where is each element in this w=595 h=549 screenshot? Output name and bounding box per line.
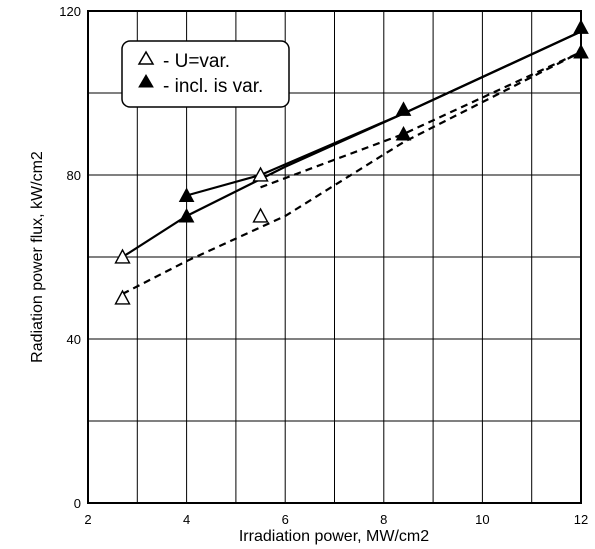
filled-triangle-marker [178,187,195,202]
x-tick-label: 12 [574,512,588,527]
filled-triangle-marker [178,207,195,223]
x-tick-label: 8 [380,512,387,527]
open-triangle-marker [114,289,131,305]
legend-label-u-var: - U=var. [163,51,230,72]
y-tick-label: 40 [67,332,81,347]
x-tick-label: 10 [475,512,489,527]
filled-triangle-marker [395,125,412,141]
filled-triangle-marker [573,43,589,59]
series-1-dashed-line [260,51,582,189]
legend-open-triangle-icon [137,50,155,65]
series-markers [114,19,589,305]
grid [88,11,581,503]
legend-label-incl-var: - incl. is var. [163,76,263,97]
legend: - U=var. - incl. is var. [121,40,290,108]
plot-frame [87,10,582,504]
x-tick-label: 6 [282,512,289,527]
y-axis-title: Radiation power flux, kW/cm2 [29,151,46,363]
open-triangle-marker [252,166,269,182]
legend-filled-triangle-icon [138,74,154,88]
filled-triangle-marker [573,19,589,34]
x-axis-title: Irradiation power, MW/cm2 [239,528,429,545]
series-1-solid-line [186,30,582,197]
y-tick-label: 80 [67,168,81,183]
filled-triangle-marker [395,101,412,116]
legend-box [121,40,290,108]
open-triangle-marker [114,248,131,264]
y-tick-label: 0 [74,496,81,511]
open-triangle-marker [252,207,269,223]
x-tick-label: 4 [183,512,190,527]
series-0-dashed-line [122,51,582,295]
y-tick-label: 120 [59,4,81,19]
series-lines [121,30,582,295]
x-tick-label: 2 [84,512,91,527]
